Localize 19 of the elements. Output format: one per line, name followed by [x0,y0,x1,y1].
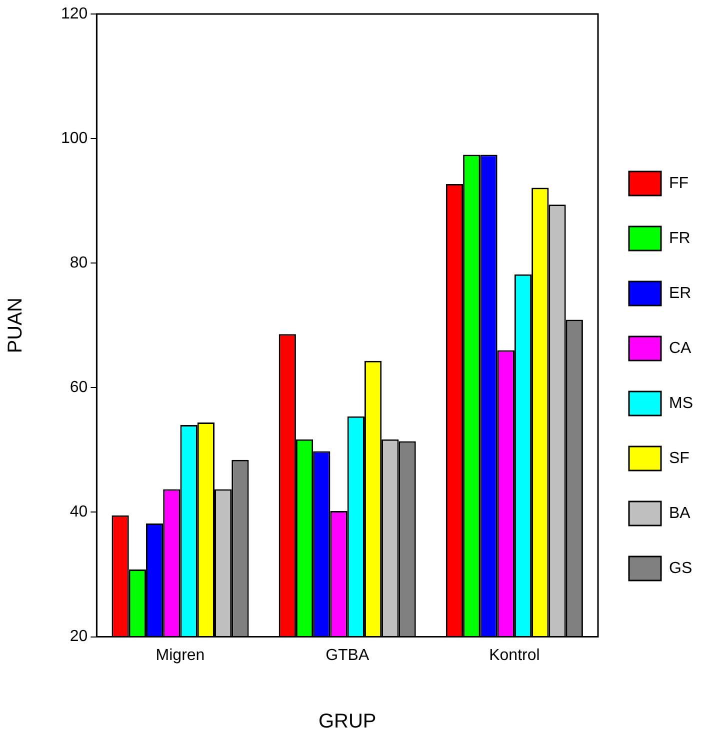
y-tick-label: 100 [60,130,88,147]
y-tick-label: 80 [70,254,88,272]
y-tick-label: 60 [70,379,88,396]
legend-label: FR [669,230,690,247]
legend-label: CA [669,340,692,357]
legend-label: BA [669,504,691,522]
x-axis-title: GRUP [318,710,376,733]
legend-label: GS [669,560,692,577]
x-tick-label: Migren [156,646,205,664]
x-tick-label: Kontrol [489,646,540,664]
legend-label: MS [669,394,693,412]
y-tick-label: 40 [70,504,88,521]
y-tick-label: 120 [60,5,88,22]
y-axis-title: PUAN [4,298,27,354]
y-tick-label: 20 [70,628,88,646]
legend-label: SF [669,450,690,467]
legend-label: FF [669,174,689,192]
x-tick-label: GTBA [326,646,370,664]
legend-label: ER [669,284,692,302]
